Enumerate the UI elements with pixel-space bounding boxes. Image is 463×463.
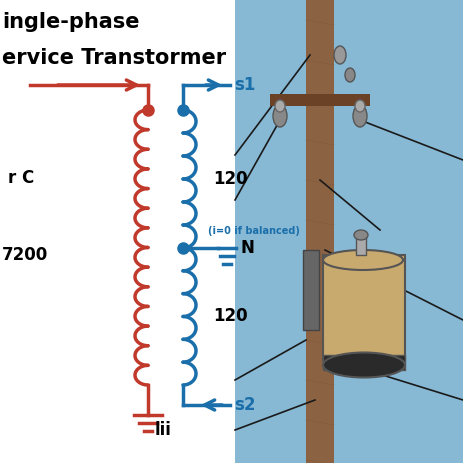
Bar: [306, 0, 334, 463]
Ellipse shape: [355, 100, 365, 112]
Ellipse shape: [275, 100, 285, 112]
Text: (i=0 if balanced): (i=0 if balanced): [208, 226, 300, 236]
Text: 7200: 7200: [2, 246, 48, 264]
Text: ingle-phase: ingle-phase: [2, 12, 139, 32]
Bar: [0, 0, 235, 463]
Bar: [323, 255, 405, 360]
Bar: [303, 250, 319, 330]
Ellipse shape: [345, 68, 355, 82]
Ellipse shape: [323, 352, 405, 377]
Ellipse shape: [354, 230, 368, 240]
Ellipse shape: [334, 46, 346, 64]
Ellipse shape: [323, 250, 403, 270]
Text: lii: lii: [155, 421, 172, 439]
Text: N: N: [240, 239, 254, 257]
Ellipse shape: [353, 105, 367, 127]
Text: ervice Transtormer: ervice Transtormer: [2, 48, 226, 68]
Text: 120: 120: [213, 170, 248, 188]
Text: r C: r C: [8, 169, 34, 187]
Bar: [323, 355, 405, 370]
Text: s1: s1: [234, 76, 256, 94]
Bar: [356, 235, 366, 255]
Text: s2: s2: [234, 396, 256, 414]
Text: 120: 120: [213, 307, 248, 325]
Ellipse shape: [273, 105, 287, 127]
Bar: [235, 0, 463, 463]
Bar: [270, 94, 370, 106]
